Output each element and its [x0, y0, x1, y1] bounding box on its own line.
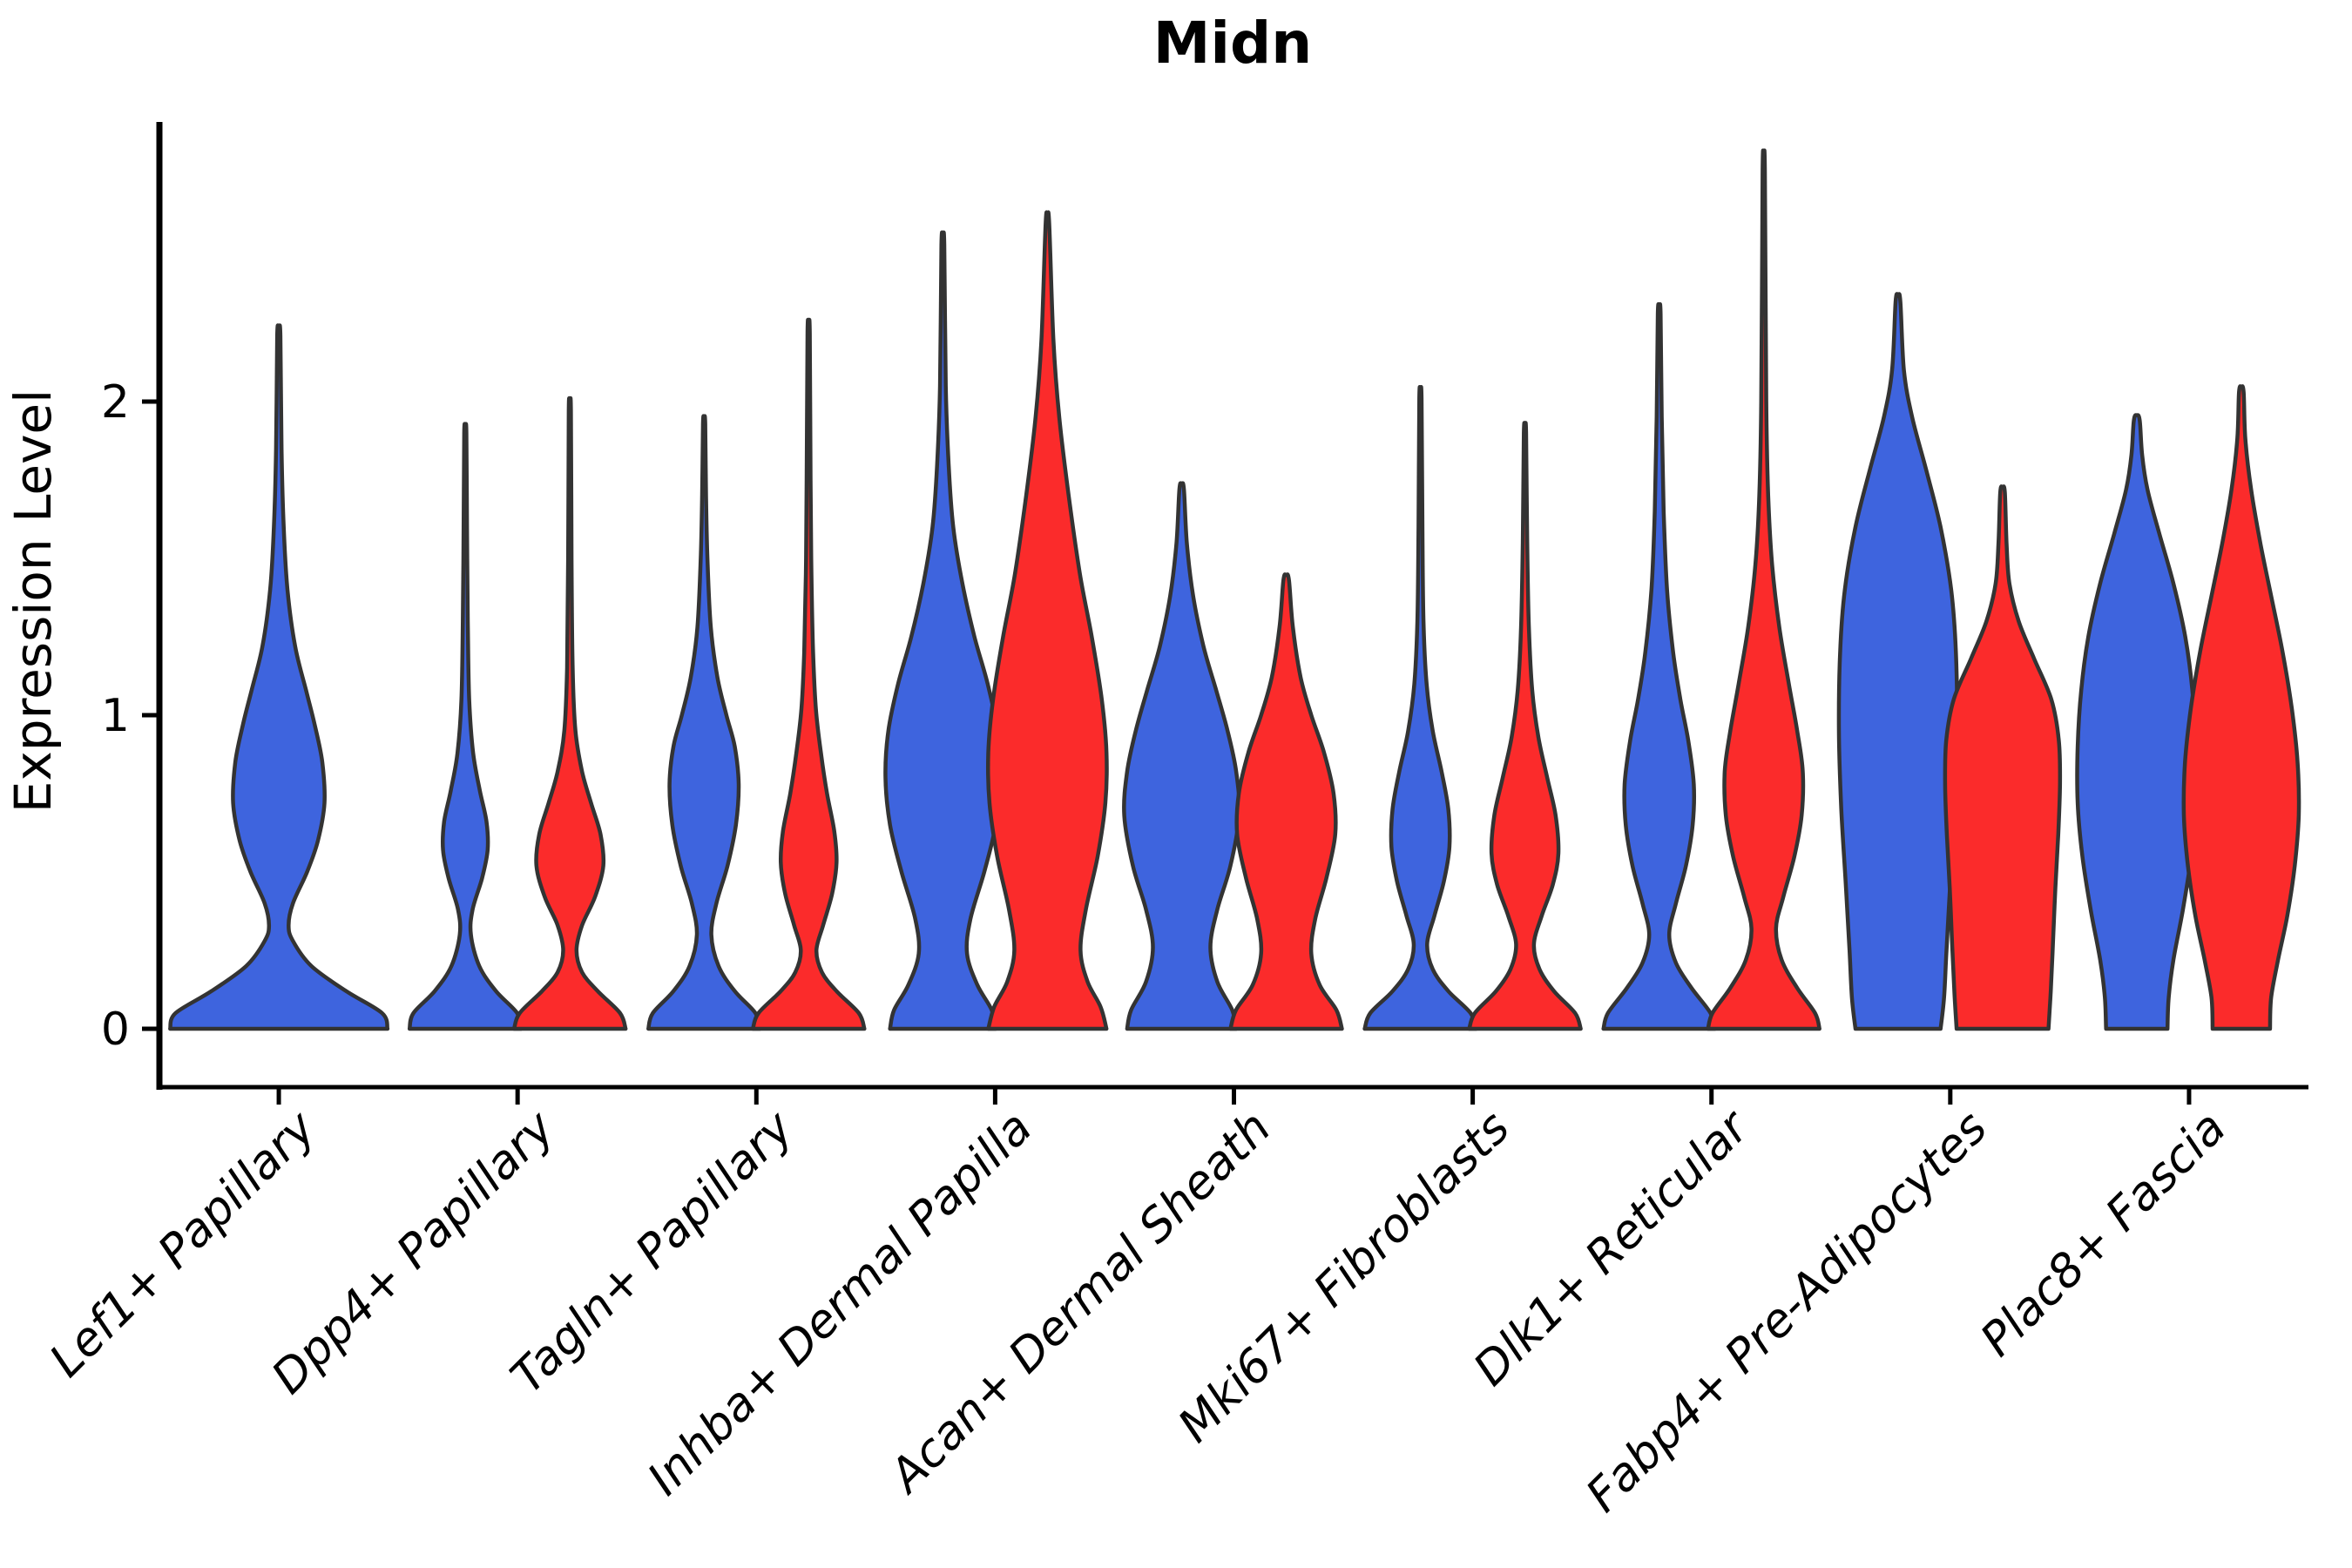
violin-tagln-papillary-red — [751, 317, 867, 1031]
violin-tagln-papillary-blue — [646, 414, 762, 1031]
x-tick-label-acan-dermal-sheath: Acan+ Dermal Sheath — [878, 1101, 1281, 1504]
violin-acan-dermal-sheath-red — [1228, 572, 1344, 1031]
x-tick-label-fabp4-pre-adipocytes: Fabp4+ Pre-Adipocytes — [1576, 1101, 1997, 1523]
y-axis-label: Expression Level — [3, 389, 63, 813]
violin-plac8-fascia-blue — [2075, 413, 2199, 1031]
violin-acan-dermal-sheath-blue — [1122, 481, 1241, 1031]
violin-mki67-fibroblasts-red — [1467, 421, 1583, 1031]
violin-inhba-dermal-papilla-blue — [883, 230, 1003, 1031]
x-tick-label-plac8-fascia: Plac8+ Fascia — [1970, 1101, 2236, 1367]
chart-title: Midn — [1153, 10, 1313, 77]
violin-fabp4-pre-adipocytes-blue — [1836, 292, 1959, 1031]
y-tick-label-2: 2 — [101, 376, 130, 429]
violin-series-group — [168, 148, 2301, 1031]
violin-fabp4-pre-adipocytes-red — [1943, 484, 2063, 1031]
violin-mki67-fibroblasts-blue — [1362, 385, 1478, 1031]
violin-dpp4-papillary-red — [511, 395, 628, 1031]
y-tick-label-1: 1 — [101, 690, 130, 742]
violin-plac8-fascia-red — [2181, 384, 2301, 1031]
violin-dpp4-papillary-blue — [407, 422, 524, 1031]
violin-lef1-papillary-blue — [168, 323, 390, 1031]
violin-dlk1-reticular-blue — [1601, 301, 1717, 1031]
violin-dlk1-reticular-red — [1706, 148, 1821, 1031]
y-tick-label-0: 0 — [101, 1004, 130, 1056]
violin-inhba-dermal-papilla-red — [985, 210, 1109, 1031]
x-tick-label-inhba-dermal-papilla: Inhba+ Dermal Papilla — [638, 1101, 1042, 1505]
